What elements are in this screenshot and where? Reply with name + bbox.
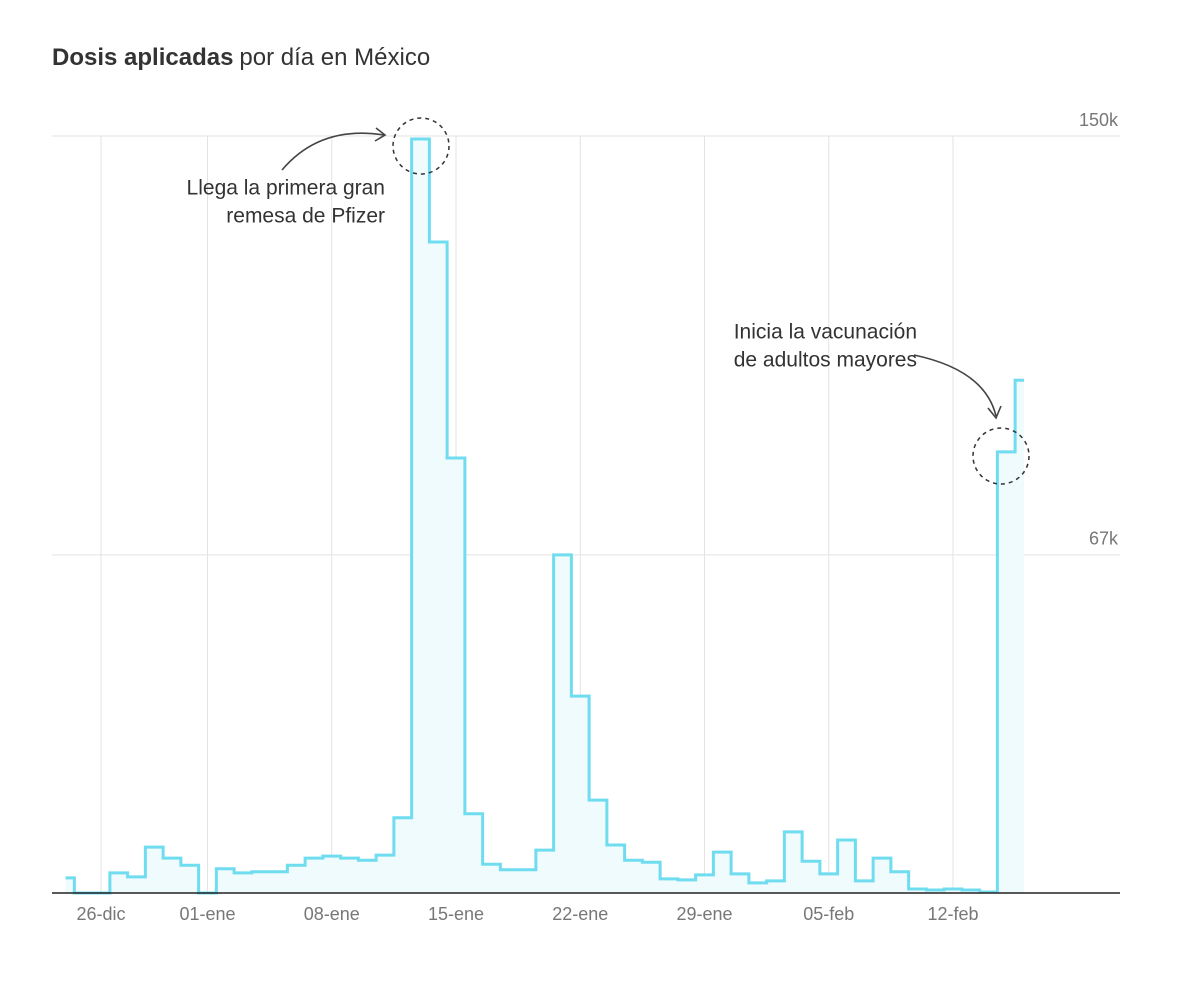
- arrow: [913, 354, 997, 417]
- x-tick-label: 01-ene: [179, 904, 235, 924]
- x-tick-label: 08-ene: [304, 904, 360, 924]
- x-tick-label: 05-feb: [803, 904, 854, 924]
- arrow-head: [374, 127, 387, 142]
- title-rest: por día en México: [239, 44, 431, 71]
- annotation: remesa de Pfizer: [226, 205, 385, 228]
- x-tick-label: 15-ene: [428, 904, 484, 924]
- arrow: [281, 132, 385, 171]
- y-tick-label: 150k: [1079, 110, 1119, 130]
- chart-title: Dosis aplicadas por día en México: [52, 44, 430, 72]
- x-tick-label: 29-ene: [676, 904, 732, 924]
- title-bold: Dosis aplicadas: [52, 44, 234, 71]
- arrow-head: [987, 405, 1002, 420]
- area: [65, 139, 1024, 893]
- marks: [52, 137, 1120, 895]
- highlight-circle: [972, 427, 1030, 485]
- x-tick-label: 22-ene: [552, 904, 608, 924]
- x-tick-label: 12-feb: [927, 904, 978, 924]
- annotation: de adultos mayores: [734, 349, 917, 372]
- annotation: Inicia la vacunación: [734, 321, 917, 344]
- annotations: Llega la primera gran remesa de Pfizer I…: [187, 117, 1030, 485]
- annotation: Llega la primera gran: [187, 177, 385, 200]
- x-tick-label: 26-dic: [76, 904, 125, 924]
- labels: 26-dic 01-ene 08-ene 15-ene 22-ene 29-ene 05-f…: [76, 110, 1119, 924]
- y-tick-label: 67k: [1089, 529, 1119, 549]
- line: [65, 137, 1024, 895]
- highlight-circle: [392, 117, 450, 175]
